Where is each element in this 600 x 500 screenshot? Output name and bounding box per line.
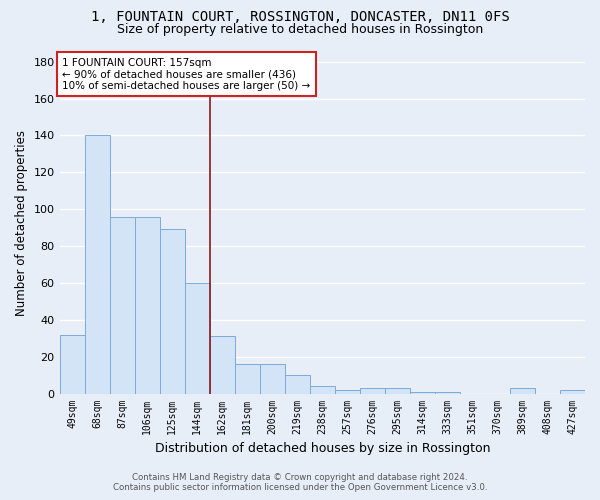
Text: 1, FOUNTAIN COURT, ROSSINGTON, DONCASTER, DN11 0FS: 1, FOUNTAIN COURT, ROSSINGTON, DONCASTER… <box>91 10 509 24</box>
Bar <box>285 375 310 394</box>
Bar <box>209 336 235 394</box>
Bar <box>185 283 209 394</box>
Text: Contains HM Land Registry data © Crown copyright and database right 2024.
Contai: Contains HM Land Registry data © Crown c… <box>113 473 487 492</box>
Bar <box>260 364 285 394</box>
Bar <box>510 388 535 394</box>
Bar <box>435 392 460 394</box>
Text: 1 FOUNTAIN COURT: 157sqm
← 90% of detached houses are smaller (436)
10% of semi-: 1 FOUNTAIN COURT: 157sqm ← 90% of detach… <box>62 58 310 91</box>
Bar <box>385 388 410 394</box>
Bar <box>560 390 585 394</box>
Bar <box>310 386 335 394</box>
Bar <box>335 390 360 394</box>
Bar <box>85 136 110 394</box>
Bar <box>110 216 134 394</box>
Bar <box>134 216 160 394</box>
Bar <box>235 364 260 394</box>
Y-axis label: Number of detached properties: Number of detached properties <box>15 130 28 316</box>
X-axis label: Distribution of detached houses by size in Rossington: Distribution of detached houses by size … <box>155 442 490 455</box>
Bar <box>410 392 435 394</box>
Bar <box>59 334 85 394</box>
Text: Size of property relative to detached houses in Rossington: Size of property relative to detached ho… <box>117 22 483 36</box>
Bar <box>160 230 185 394</box>
Bar <box>360 388 385 394</box>
